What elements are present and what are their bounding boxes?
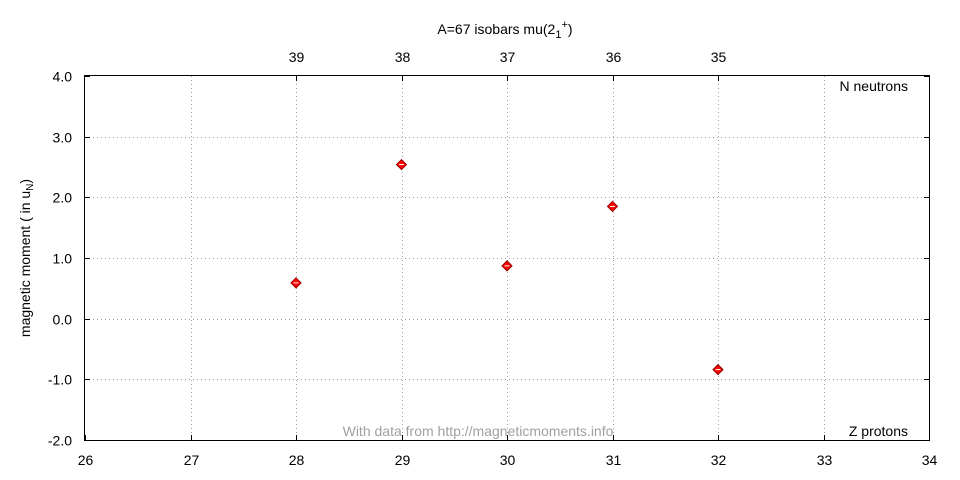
x-tick-label: 31 — [606, 452, 622, 468]
x-tick-label: 34 — [922, 452, 938, 468]
corner-label-protons: Z protons — [849, 423, 908, 439]
y-tick-label: 3.0 — [53, 130, 73, 146]
top-tick-label: 39 — [289, 49, 305, 65]
y-axis-label: magnetic moment ( in uN) — [17, 179, 36, 337]
y-tick-label: 0.0 — [53, 312, 73, 328]
top-tick-label: 35 — [711, 49, 727, 65]
points-layer — [290, 158, 724, 376]
x-tick-label: 32 — [711, 452, 727, 468]
corner-label-neutrons: N neutrons — [840, 78, 908, 94]
y-tick-label: 2.0 — [53, 190, 73, 206]
x-tick-label: 28 — [289, 452, 305, 468]
x-tick-label: 29 — [395, 452, 411, 468]
top-tick-label: 36 — [606, 49, 622, 65]
top-tick-label: 37 — [500, 49, 516, 65]
grid-layer — [85, 76, 929, 440]
tick-layer: 26 27 28 29 30 31 32 33 34 4.0 3.0 2.0 1.0 0.0 -1.0 -2.… — [48, 49, 938, 468]
top-tick-label: 38 — [395, 49, 411, 65]
plot-frame — [84, 75, 930, 441]
x-tick-label: 26 — [78, 452, 94, 468]
x-tick-label: 33 — [817, 452, 833, 468]
chart-title: A=67 isobars mu(21+) — [437, 19, 572, 41]
y-tick-label: 1.0 — [53, 251, 73, 267]
y-tick-label: 4.0 — [53, 69, 73, 85]
y-tick-label: -2.0 — [48, 433, 72, 449]
watermark-text: With data from http://magneticmoments.in… — [343, 423, 614, 439]
x-tick-label: 30 — [500, 452, 516, 468]
x-tick-label: 27 — [184, 452, 200, 468]
y-tick-label: -1.0 — [48, 372, 72, 388]
